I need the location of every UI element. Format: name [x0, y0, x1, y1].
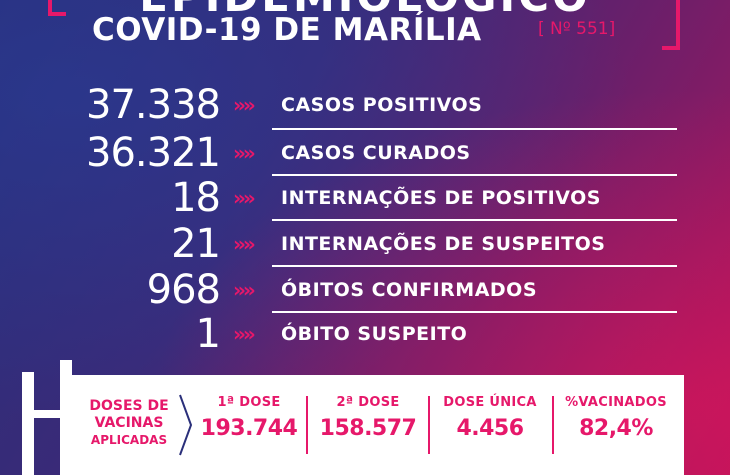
double-chevron-icon: »» [233, 322, 256, 346]
dose-label: %VACINADOS [565, 395, 667, 410]
stat-label: ÓBITOS CONFIRMADOS [281, 279, 538, 301]
dose-vaccinated-percent: %VACINADOS 82,4% [556, 395, 676, 441]
stat-value: 21 [171, 221, 221, 267]
stat-label: INTERNAÇÕES DE POSITIVOS [281, 187, 601, 209]
stat-value: 968 [146, 267, 221, 313]
stat-row: 18 »» INTERNAÇÕES DE POSITIVOS [0, 176, 730, 221]
chevron-right-icon [179, 394, 193, 456]
divider [428, 396, 430, 454]
divider [272, 174, 677, 176]
header-bracket-left [48, 0, 66, 16]
vaccine-panel-title: DOSES DE VACINAS APLICADAS [80, 398, 178, 449]
divider [306, 396, 308, 454]
divider [272, 219, 677, 221]
stat-value: 36.321 [86, 130, 221, 176]
stat-row: 968 »» ÓBITOS CONFIRMADOS [0, 268, 730, 313]
divider [272, 265, 677, 267]
divider [272, 311, 677, 313]
vaccine-title-line: DOSES DE [89, 398, 169, 414]
divider [552, 396, 554, 454]
stat-label: CASOS CURADOS [281, 142, 471, 164]
stat-row: 37.338 »» CASOS POSITIVOS [0, 83, 730, 128]
stat-label: CASOS POSITIVOS [281, 94, 483, 116]
dose-first: 1ª DOSE 193.744 [196, 395, 302, 441]
double-chevron-icon: »» [233, 278, 256, 302]
double-chevron-icon: »» [233, 186, 256, 210]
divider [272, 128, 677, 130]
header-top-title: EPIDEMIOLÓGICO [95, 0, 635, 21]
dose-label: 2ª DOSE [336, 395, 400, 410]
stat-label: ÓBITO SUSPEITO [281, 323, 468, 345]
page-title: COVID-19 DE MARÍLIA [92, 12, 482, 48]
stat-value: 1 [195, 311, 221, 357]
stat-label: INTERNAÇÕES DE SUSPEITOS [281, 233, 606, 255]
decorative-h-crossbar [22, 410, 72, 418]
double-chevron-icon: »» [233, 141, 256, 165]
vaccine-title-line: VACINAS [94, 415, 164, 431]
vaccine-title-line: APLICADAS [90, 433, 168, 447]
stat-value: 37.338 [86, 82, 221, 128]
vaccine-panel [70, 375, 684, 475]
dose-value: 158.577 [319, 416, 417, 441]
double-chevron-icon: »» [233, 232, 256, 256]
dose-second: 2ª DOSE 158.577 [312, 395, 424, 441]
dose-value: 82,4% [579, 416, 653, 441]
dose-label: DOSE ÚNICA [443, 395, 537, 410]
double-chevron-icon: »» [233, 93, 256, 117]
header-bracket-right [662, 0, 680, 50]
stat-row: 1 »» ÓBITO SUSPEITO [0, 312, 730, 357]
edition-number: [ Nº 551] [538, 19, 616, 39]
stat-row: 21 »» INTERNAÇÕES DE SUSPEITOS [0, 222, 730, 267]
dose-label: 1ª DOSE [217, 395, 281, 410]
stat-row: 36.321 »» CASOS CURADOS [0, 131, 730, 176]
dose-value: 193.744 [200, 416, 298, 441]
decorative-h-bar-left [22, 372, 34, 475]
dose-single: DOSE ÚNICA 4.456 [432, 395, 548, 441]
dose-value: 4.456 [456, 416, 524, 441]
stat-value: 18 [171, 175, 221, 221]
